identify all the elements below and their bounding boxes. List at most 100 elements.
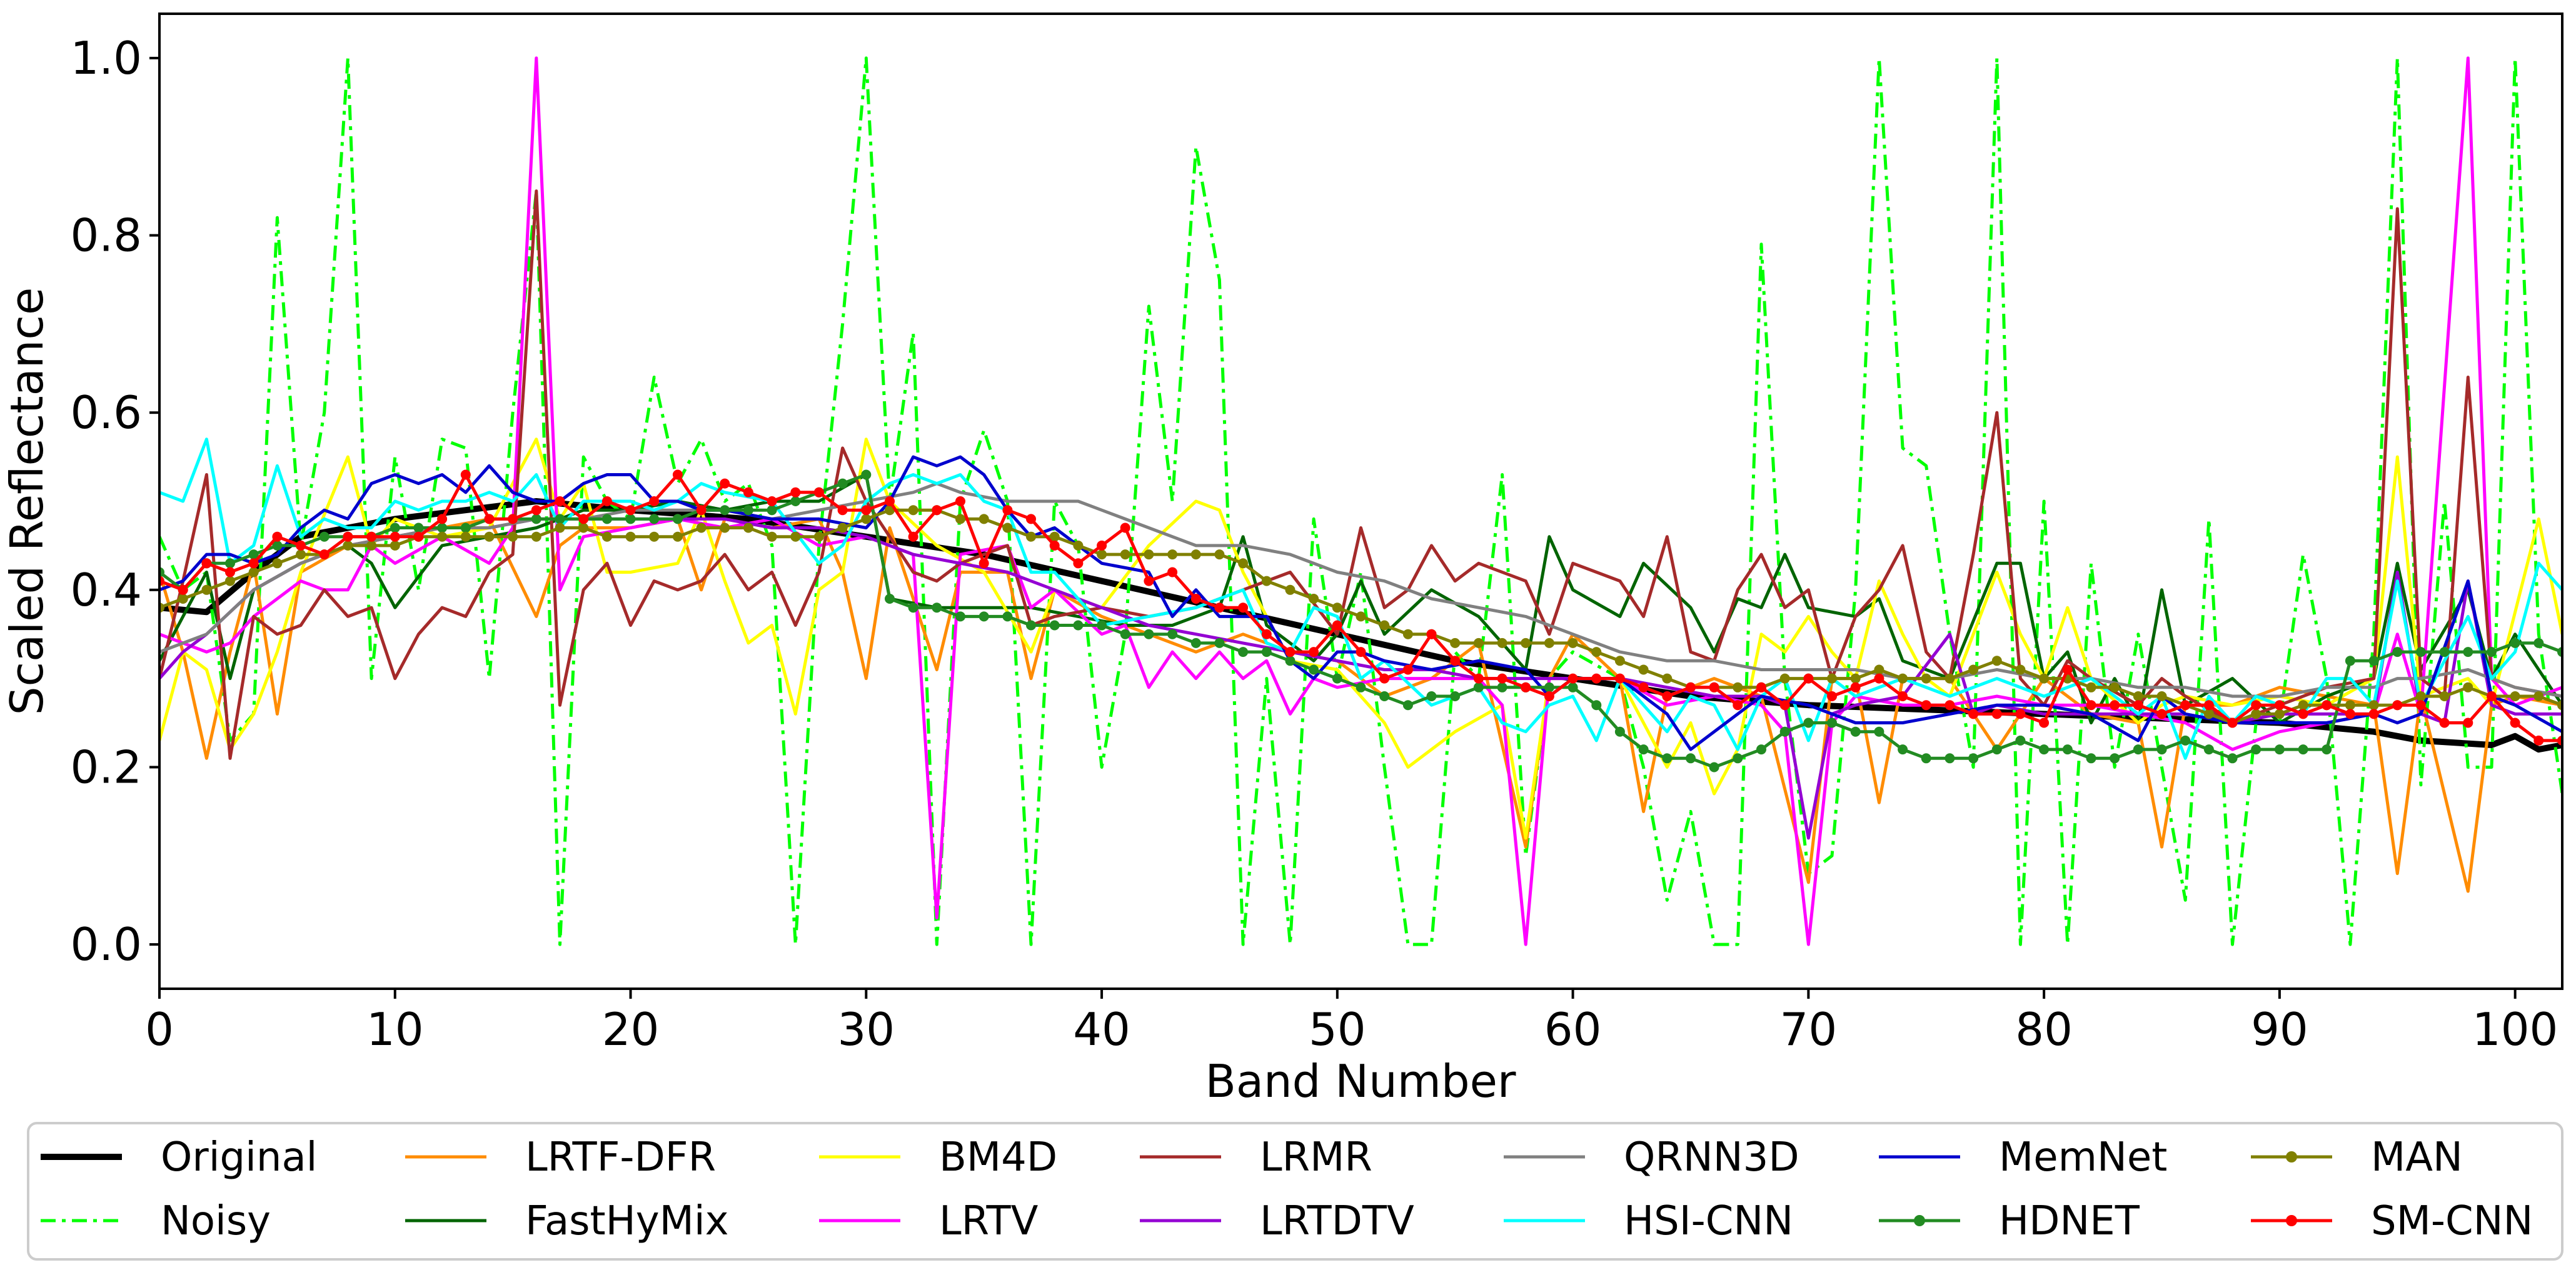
point-sm-cnn-79 xyxy=(2015,709,2026,719)
point-hdnet-32 xyxy=(908,602,918,613)
legend-label-sm-cnn: SM-CNN xyxy=(2371,1198,2533,1244)
point-hdnet-67 xyxy=(1733,753,1743,764)
point-sm-cnn-62 xyxy=(1614,673,1625,684)
point-hdnet-100 xyxy=(2510,638,2520,648)
point-man-4 xyxy=(248,567,259,578)
series-line-memnet xyxy=(159,455,2562,751)
series-line-lrtv xyxy=(159,56,2562,946)
x-tick-label-50: 50 xyxy=(1309,1003,1366,1056)
point-sm-cnn-96 xyxy=(2415,700,2426,711)
point-man-60 xyxy=(1567,638,1578,648)
point-hdnet-87 xyxy=(2203,744,2214,755)
point-sm-cnn-22 xyxy=(672,469,683,480)
point-sm-cnn-58 xyxy=(1521,682,1531,692)
point-man-49 xyxy=(1309,594,1319,604)
point-man-96 xyxy=(2415,691,2426,701)
point-hdnet-101 xyxy=(2533,638,2544,648)
point-man-18 xyxy=(578,522,589,533)
point-sm-cnn-54 xyxy=(1426,629,1437,639)
point-man-30 xyxy=(861,514,872,524)
point-man-23 xyxy=(696,522,707,533)
point-sm-cnn-40 xyxy=(1097,540,1107,551)
point-hdnet-26 xyxy=(767,505,777,516)
point-man-3 xyxy=(225,576,235,586)
point-hdnet-13 xyxy=(460,522,471,533)
point-man-98 xyxy=(2463,682,2473,692)
point-hdnet-30 xyxy=(861,469,872,480)
point-man-14 xyxy=(484,531,495,542)
point-sm-cnn-72 xyxy=(1850,682,1861,692)
point-hdnet-74 xyxy=(1898,744,1908,755)
point-sm-cnn-99 xyxy=(2487,691,2497,701)
point-hdnet-19 xyxy=(601,514,612,524)
point-hdnet-54 xyxy=(1426,691,1437,701)
point-man-56 xyxy=(1473,638,1484,648)
point-hdnet-86 xyxy=(2180,735,2191,746)
point-sm-cnn-39 xyxy=(1073,558,1084,569)
legend-entry-qrnn3d: QRNN3D xyxy=(1504,1134,1799,1181)
point-sm-cnn-11 xyxy=(413,531,424,542)
point-sm-cnn-100 xyxy=(2510,718,2520,728)
point-hdnet-51 xyxy=(1356,682,1366,692)
point-sm-cnn-53 xyxy=(1402,664,1413,675)
point-hdnet-82 xyxy=(2086,753,2096,764)
legend-entry-lrmr: LRMR xyxy=(1140,1134,1372,1181)
point-hdnet-3 xyxy=(225,558,235,569)
point-man-82 xyxy=(2086,682,2096,692)
point-hdnet-90 xyxy=(2274,744,2285,755)
point-sm-cnn-87 xyxy=(2203,700,2214,711)
point-hdnet-52 xyxy=(1379,691,1390,701)
point-sm-cnn-9 xyxy=(366,531,377,542)
point-sm-cnn-27 xyxy=(790,487,801,498)
y-tick-label-0-0: 0.0 xyxy=(70,918,142,971)
point-hdnet-31 xyxy=(885,594,895,604)
legend: Original Noisy LRTF-DFR FastHyMix BM4D LRTV LR… xyxy=(27,1122,2563,1261)
point-hdnet-68 xyxy=(1756,744,1766,755)
point-hdnet-59 xyxy=(1544,682,1554,692)
point-hdnet-16 xyxy=(531,514,541,524)
point-man-72 xyxy=(1850,673,1861,684)
point-sm-cnn-81 xyxy=(2062,664,2073,675)
legend-label-lrtdtv: LRTDTV xyxy=(1260,1198,1414,1244)
point-sm-cnn-17 xyxy=(555,496,565,506)
point-man-37 xyxy=(1026,531,1036,542)
point-man-16 xyxy=(531,531,541,542)
point-man-19 xyxy=(601,531,612,542)
point-man-91 xyxy=(2298,700,2308,711)
legend-label-lrmr: LRMR xyxy=(1260,1134,1372,1181)
series-bm4d xyxy=(159,438,2562,840)
point-man-55 xyxy=(1450,638,1461,648)
legend-label-hsi-cnn: HSI-CNN xyxy=(1624,1198,1793,1244)
point-sm-cnn-86 xyxy=(2180,700,2191,711)
point-sm-cnn-34 xyxy=(955,496,965,506)
legend-entry-hdnet: HDNET xyxy=(1879,1198,2140,1244)
series-layer xyxy=(159,56,2562,946)
point-sm-cnn-13 xyxy=(460,469,471,480)
point-sm-cnn-90 xyxy=(2274,700,2285,711)
point-man-20 xyxy=(625,531,636,542)
point-sm-cnn-43 xyxy=(1167,567,1178,578)
point-man-75 xyxy=(1921,673,1931,684)
point-sm-cnn-3 xyxy=(225,567,235,578)
point-man-93 xyxy=(2345,700,2355,711)
point-man-63 xyxy=(1638,664,1649,675)
legend-label-hdnet: HDNET xyxy=(1999,1198,2140,1244)
point-hdnet-65 xyxy=(1686,753,1696,764)
point-man-57 xyxy=(1497,638,1507,648)
point-man-25 xyxy=(743,522,753,533)
point-sm-cnn-75 xyxy=(1921,700,1931,711)
ticks-layer: 0 10 20 30 40 50 60 70 80 90 100 0.0 0.2 0.4 0.6 0.8 1.0 xyxy=(70,32,2558,1056)
point-hdnet-69 xyxy=(1779,726,1790,737)
point-man-48 xyxy=(1285,584,1296,595)
point-hdnet-71 xyxy=(1827,718,1837,728)
point-hdnet-50 xyxy=(1332,673,1342,684)
point-sm-cnn-30 xyxy=(861,505,872,516)
legend-marker-man xyxy=(2286,1151,2297,1162)
point-man-71 xyxy=(1827,673,1837,684)
point-hdnet-57 xyxy=(1497,682,1507,692)
point-man-1 xyxy=(178,594,188,604)
legend-entry-noisy: Noisy xyxy=(41,1198,271,1244)
point-hdnet-45 xyxy=(1214,638,1225,648)
point-man-64 xyxy=(1662,673,1673,684)
